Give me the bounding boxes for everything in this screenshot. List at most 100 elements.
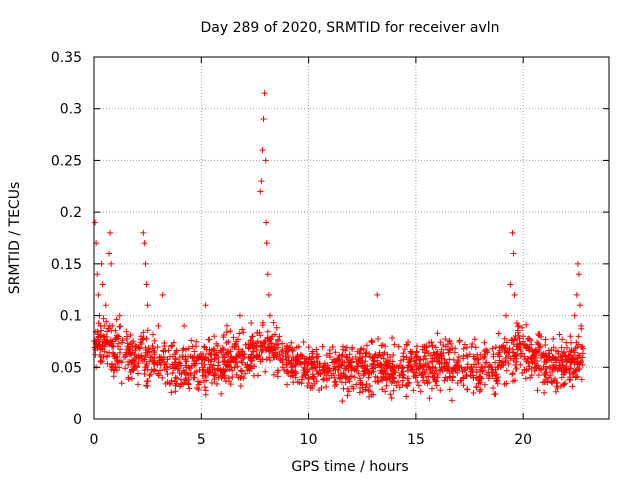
- data-point: [323, 377, 330, 384]
- data-point: [574, 354, 581, 361]
- data-point: [560, 382, 567, 389]
- data-point: [419, 346, 426, 353]
- data-point: [323, 383, 330, 390]
- data-point: [229, 374, 236, 381]
- data-point: [477, 374, 484, 381]
- data-point: [201, 343, 208, 350]
- data-point: [368, 338, 375, 345]
- data-point: [415, 382, 422, 389]
- data-point: [468, 343, 475, 350]
- data-point: [112, 364, 119, 371]
- data-point: [545, 347, 552, 354]
- data-point: [123, 328, 130, 335]
- data-point: [528, 353, 535, 360]
- data-point: [193, 368, 200, 375]
- data-point: [173, 375, 180, 382]
- data-point: [143, 360, 150, 367]
- data-point: [537, 343, 544, 350]
- data-point: [563, 353, 570, 360]
- data-point: [541, 389, 548, 396]
- data-point: [509, 371, 516, 378]
- data-point: [155, 370, 162, 377]
- data-point: [206, 364, 213, 371]
- data-point: [305, 356, 312, 363]
- data-point: [520, 333, 527, 340]
- data-point: [539, 379, 546, 386]
- data-point: [298, 380, 305, 387]
- data-point: [125, 361, 132, 368]
- data-point: [391, 364, 398, 371]
- data-point: [571, 368, 578, 375]
- data-point: [290, 379, 297, 386]
- data-point: [325, 368, 332, 375]
- data-point: [454, 380, 461, 387]
- data-point: [109, 322, 116, 329]
- data-point: [97, 332, 104, 339]
- data-point: [91, 337, 98, 344]
- data-point: [422, 370, 429, 377]
- data-point: [496, 349, 503, 356]
- data-point: [141, 356, 148, 363]
- data-point: [470, 374, 477, 381]
- data-point: [201, 357, 208, 364]
- data-point: [128, 375, 135, 382]
- data-point: [366, 350, 373, 357]
- data-point: [346, 378, 353, 385]
- data-point: [346, 351, 353, 358]
- data-point: [449, 345, 456, 352]
- data-point: [460, 345, 467, 352]
- data-point: [495, 330, 502, 337]
- data-point: [351, 374, 358, 381]
- data-point: [554, 384, 561, 391]
- data-point: [481, 339, 488, 346]
- data-point: [353, 381, 360, 388]
- data-point: [273, 324, 280, 331]
- data-point: [211, 333, 218, 340]
- y-axis-label: SRMTID / TECUs: [7, 182, 23, 295]
- data-point: [263, 240, 270, 247]
- data-point: [101, 343, 108, 350]
- data-point: [425, 364, 432, 371]
- data-point: [261, 90, 268, 97]
- data-point: [548, 346, 555, 353]
- data-point: [377, 367, 384, 374]
- data-point: [102, 302, 109, 309]
- data-point: [288, 339, 295, 346]
- data-point: [302, 371, 309, 378]
- data-point: [358, 345, 365, 352]
- data-point: [493, 377, 500, 384]
- data-point: [516, 340, 523, 347]
- data-point: [470, 390, 477, 397]
- data-point: [442, 335, 449, 342]
- data-point: [265, 291, 272, 298]
- data-point: [575, 271, 582, 278]
- data-point: [201, 377, 208, 384]
- data-point: [264, 271, 271, 278]
- data-point: [400, 353, 407, 360]
- data-point: [132, 343, 139, 350]
- data-point: [545, 374, 552, 381]
- data-point: [191, 362, 198, 369]
- data-point: [115, 358, 122, 365]
- data-point: [108, 260, 115, 267]
- data-point: [180, 367, 187, 374]
- data-point: [110, 373, 117, 380]
- data-point: [573, 291, 580, 298]
- data-point: [463, 373, 470, 380]
- data-point: [368, 369, 375, 376]
- data-point: [574, 344, 581, 351]
- data-point: [535, 372, 542, 379]
- data-point: [344, 392, 351, 399]
- data-point: [159, 291, 166, 298]
- data-point: [423, 348, 430, 355]
- data-point: [156, 353, 163, 360]
- data-point: [332, 349, 339, 356]
- data-point: [513, 337, 520, 344]
- data-point: [160, 348, 167, 355]
- data-point: [293, 344, 300, 351]
- data-point: [559, 350, 566, 357]
- data-point: [125, 374, 132, 381]
- data-point: [208, 379, 215, 386]
- data-point: [118, 359, 125, 366]
- data-point: [357, 350, 364, 357]
